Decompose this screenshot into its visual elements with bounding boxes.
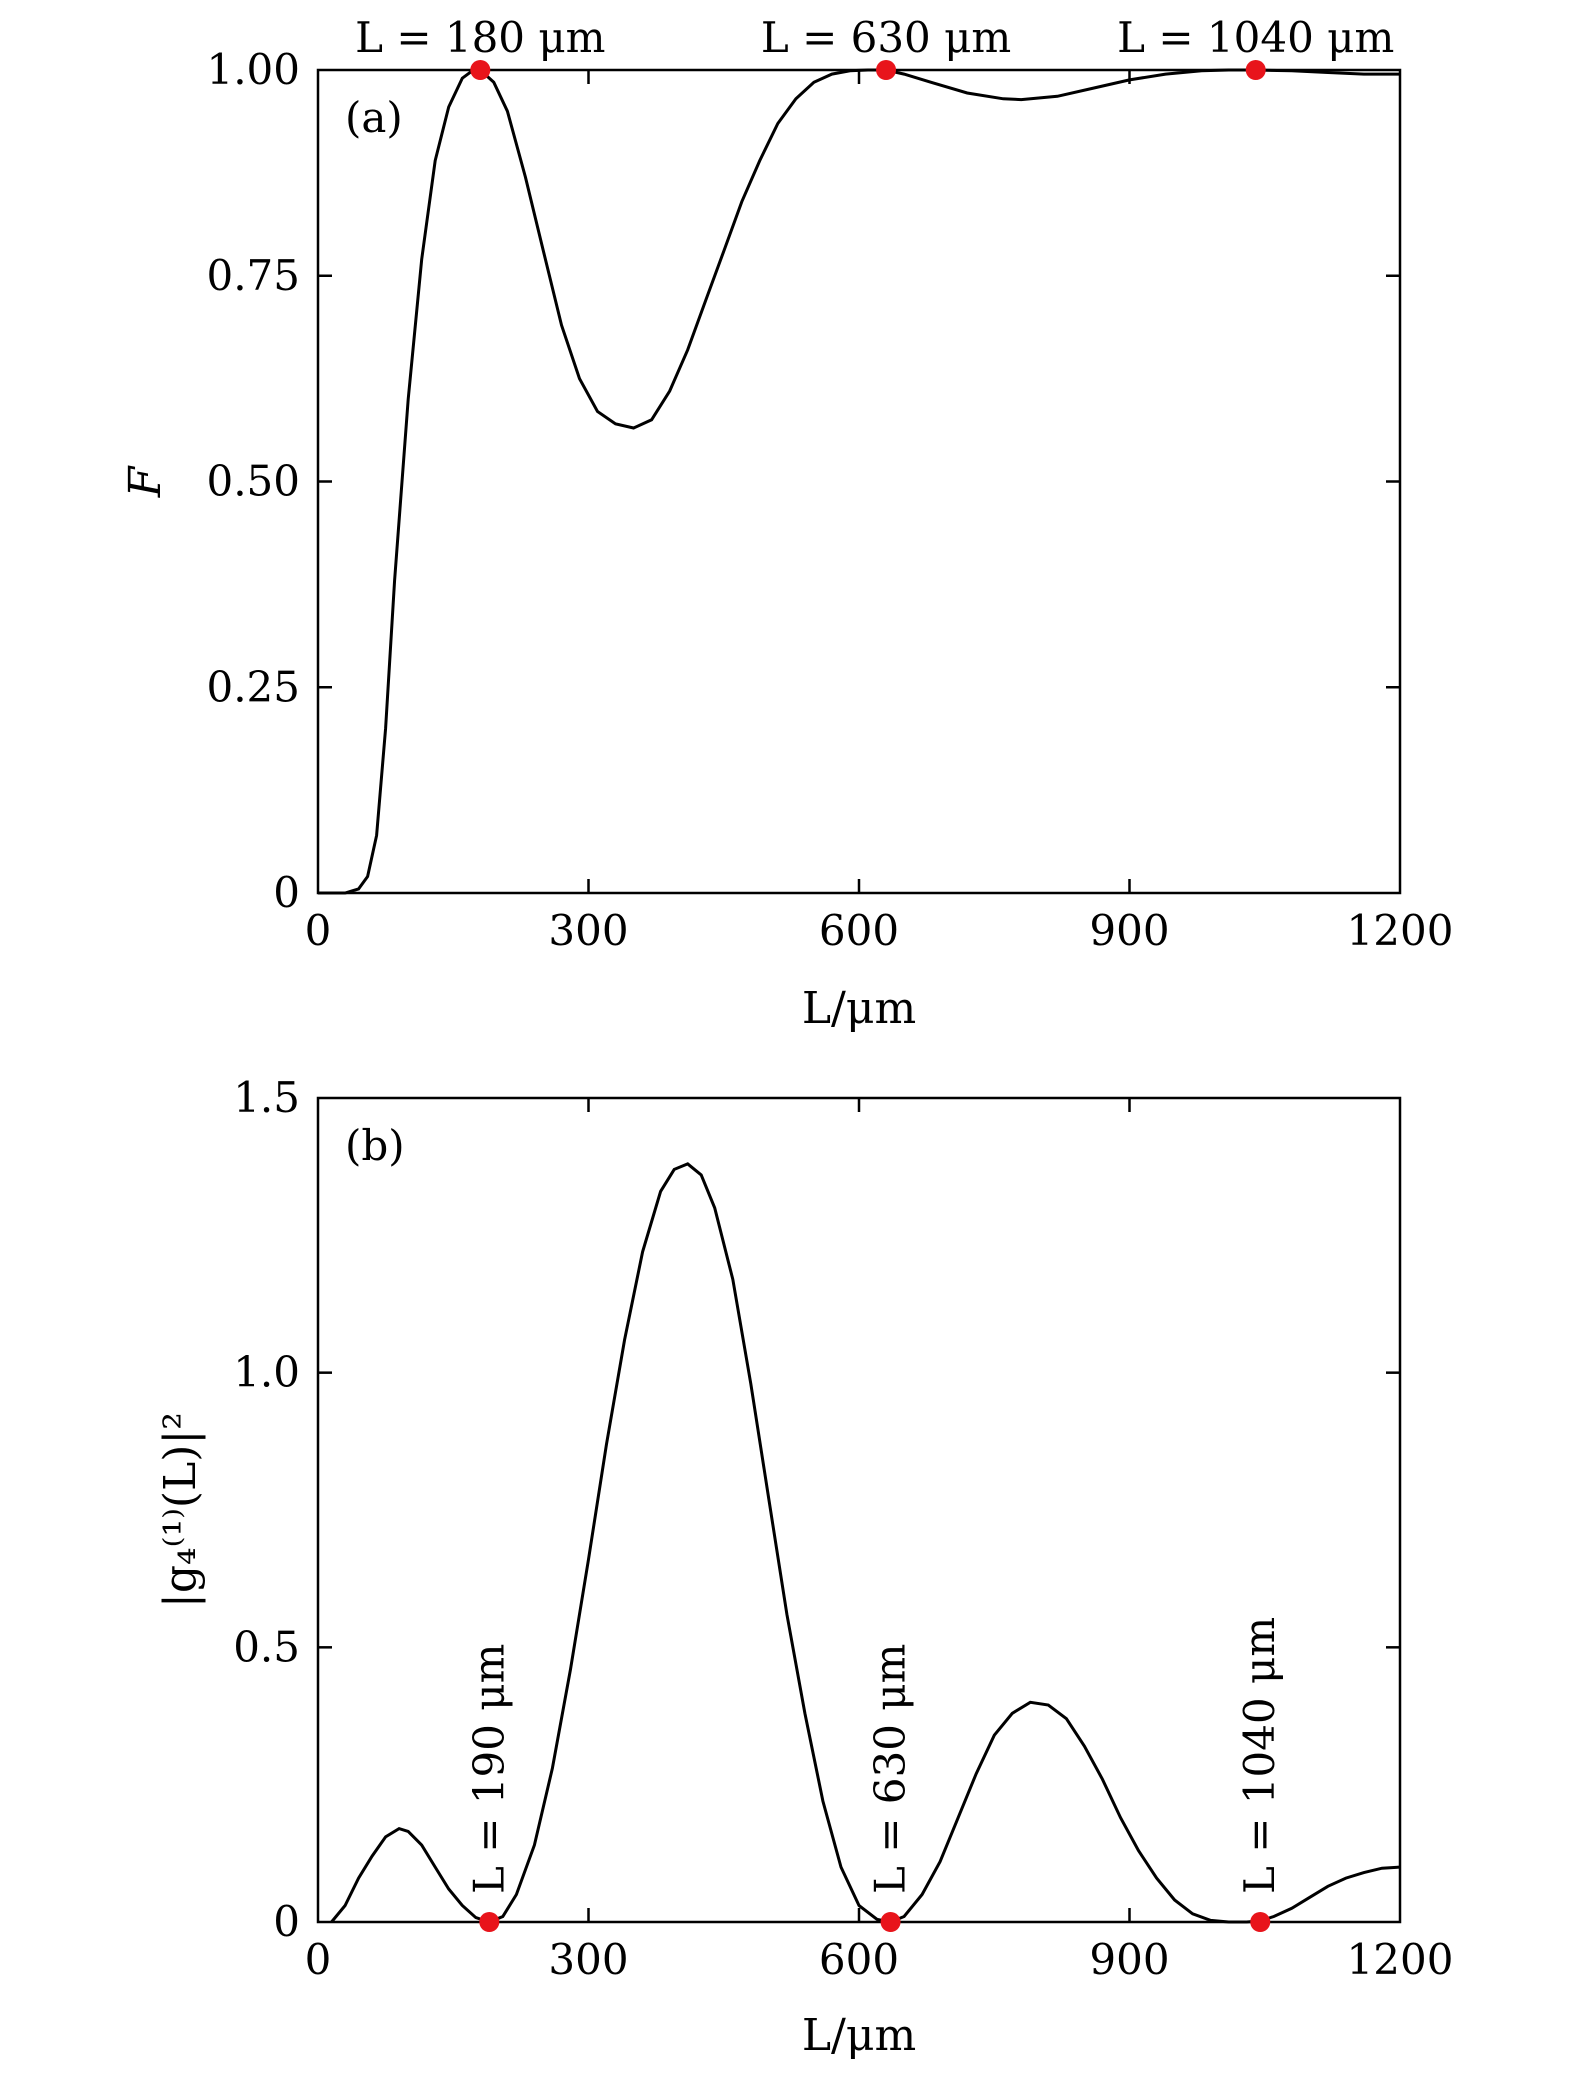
panel-a-x-axis-title: L/μm <box>802 983 916 1034</box>
panel-a-annotations: L = 180 μm L = 630 μm L = 1040 μm <box>355 13 1394 62</box>
y-tick-label: 0 <box>273 868 300 917</box>
point-annotation: L = 190 μm <box>464 1644 513 1894</box>
panel-a-chart: 0 300 600 900 1200 0 0.25 0.50 0.75 1.00 L = 180 … <box>120 13 1453 1034</box>
y-tick-label: 1.00 <box>206 45 300 94</box>
point-annotation: L = 180 μm <box>355 13 605 62</box>
panel-a-markers <box>470 60 1266 80</box>
highlight-point <box>876 60 897 80</box>
highlight-point <box>1245 60 1266 80</box>
point-annotation: L = 1040 μm <box>1235 1617 1284 1894</box>
y-tick-label: 1.5 <box>233 1073 300 1122</box>
point-annotation: L = 630 μm <box>866 1644 915 1894</box>
panel-b-tick-labels: 0 300 600 900 1200 0 0.5 1.0 1.5 <box>233 1073 1453 1984</box>
y-tick-label: 0.5 <box>233 1622 300 1671</box>
panel-b-series-line <box>330 1162 1401 1924</box>
x-tick-label: 1200 <box>1347 1935 1454 1984</box>
panel-b-label: (b) <box>345 1121 405 1170</box>
panel-b-y-axis-title: |g₄⁽¹⁾(L)|² <box>155 1412 206 1608</box>
highlight-point <box>479 1912 500 1932</box>
x-tick-label: 0 <box>305 1935 332 1984</box>
panel-b-x-axis-title: L/μm <box>802 2010 916 2061</box>
x-tick-label: 600 <box>819 1935 899 1984</box>
panel-a-tick-labels: 0 300 600 900 1200 0 0.25 0.50 0.75 1.00 <box>206 45 1453 955</box>
panel-a-plot-frame <box>316 68 1402 895</box>
y-tick-label: 0.50 <box>206 457 300 506</box>
panel-b-chart: 0 300 600 900 1200 0 0.5 1.0 1.5 L = 190 μm L = 6… <box>155 1073 1453 2061</box>
x-tick-label: 900 <box>1089 906 1169 955</box>
x-tick-label: 300 <box>548 1935 628 1984</box>
x-tick-label: 900 <box>1089 1935 1169 1984</box>
panel-b-annotations: L = 190 μm L = 630 μm L = 1040 μm <box>464 1617 1284 1894</box>
panel-b-markers <box>479 1912 1271 1932</box>
y-tick-label: 0.75 <box>206 251 300 300</box>
x-tick-label: 300 <box>548 906 628 955</box>
panel-a-ticks <box>318 70 1400 893</box>
panel-a-y-axis-title: F <box>120 465 171 498</box>
point-annotation: L = 630 μm <box>761 13 1011 62</box>
y-tick-label: 0 <box>273 1897 300 1946</box>
x-tick-label: 1200 <box>1347 906 1454 955</box>
highlight-point <box>880 1912 901 1932</box>
point-annotation: L = 1040 μm <box>1117 13 1394 62</box>
highlight-point <box>470 60 491 80</box>
highlight-point <box>1250 1912 1271 1932</box>
panel-a-label: (a) <box>345 93 403 142</box>
panel-b-ticks <box>318 1098 1400 1922</box>
x-tick-label: 0 <box>305 906 332 955</box>
y-tick-label: 1.0 <box>233 1348 300 1397</box>
x-tick-label: 600 <box>819 906 899 955</box>
panel-a-series-line <box>318 68 1400 895</box>
y-tick-label: 0.25 <box>206 662 300 711</box>
